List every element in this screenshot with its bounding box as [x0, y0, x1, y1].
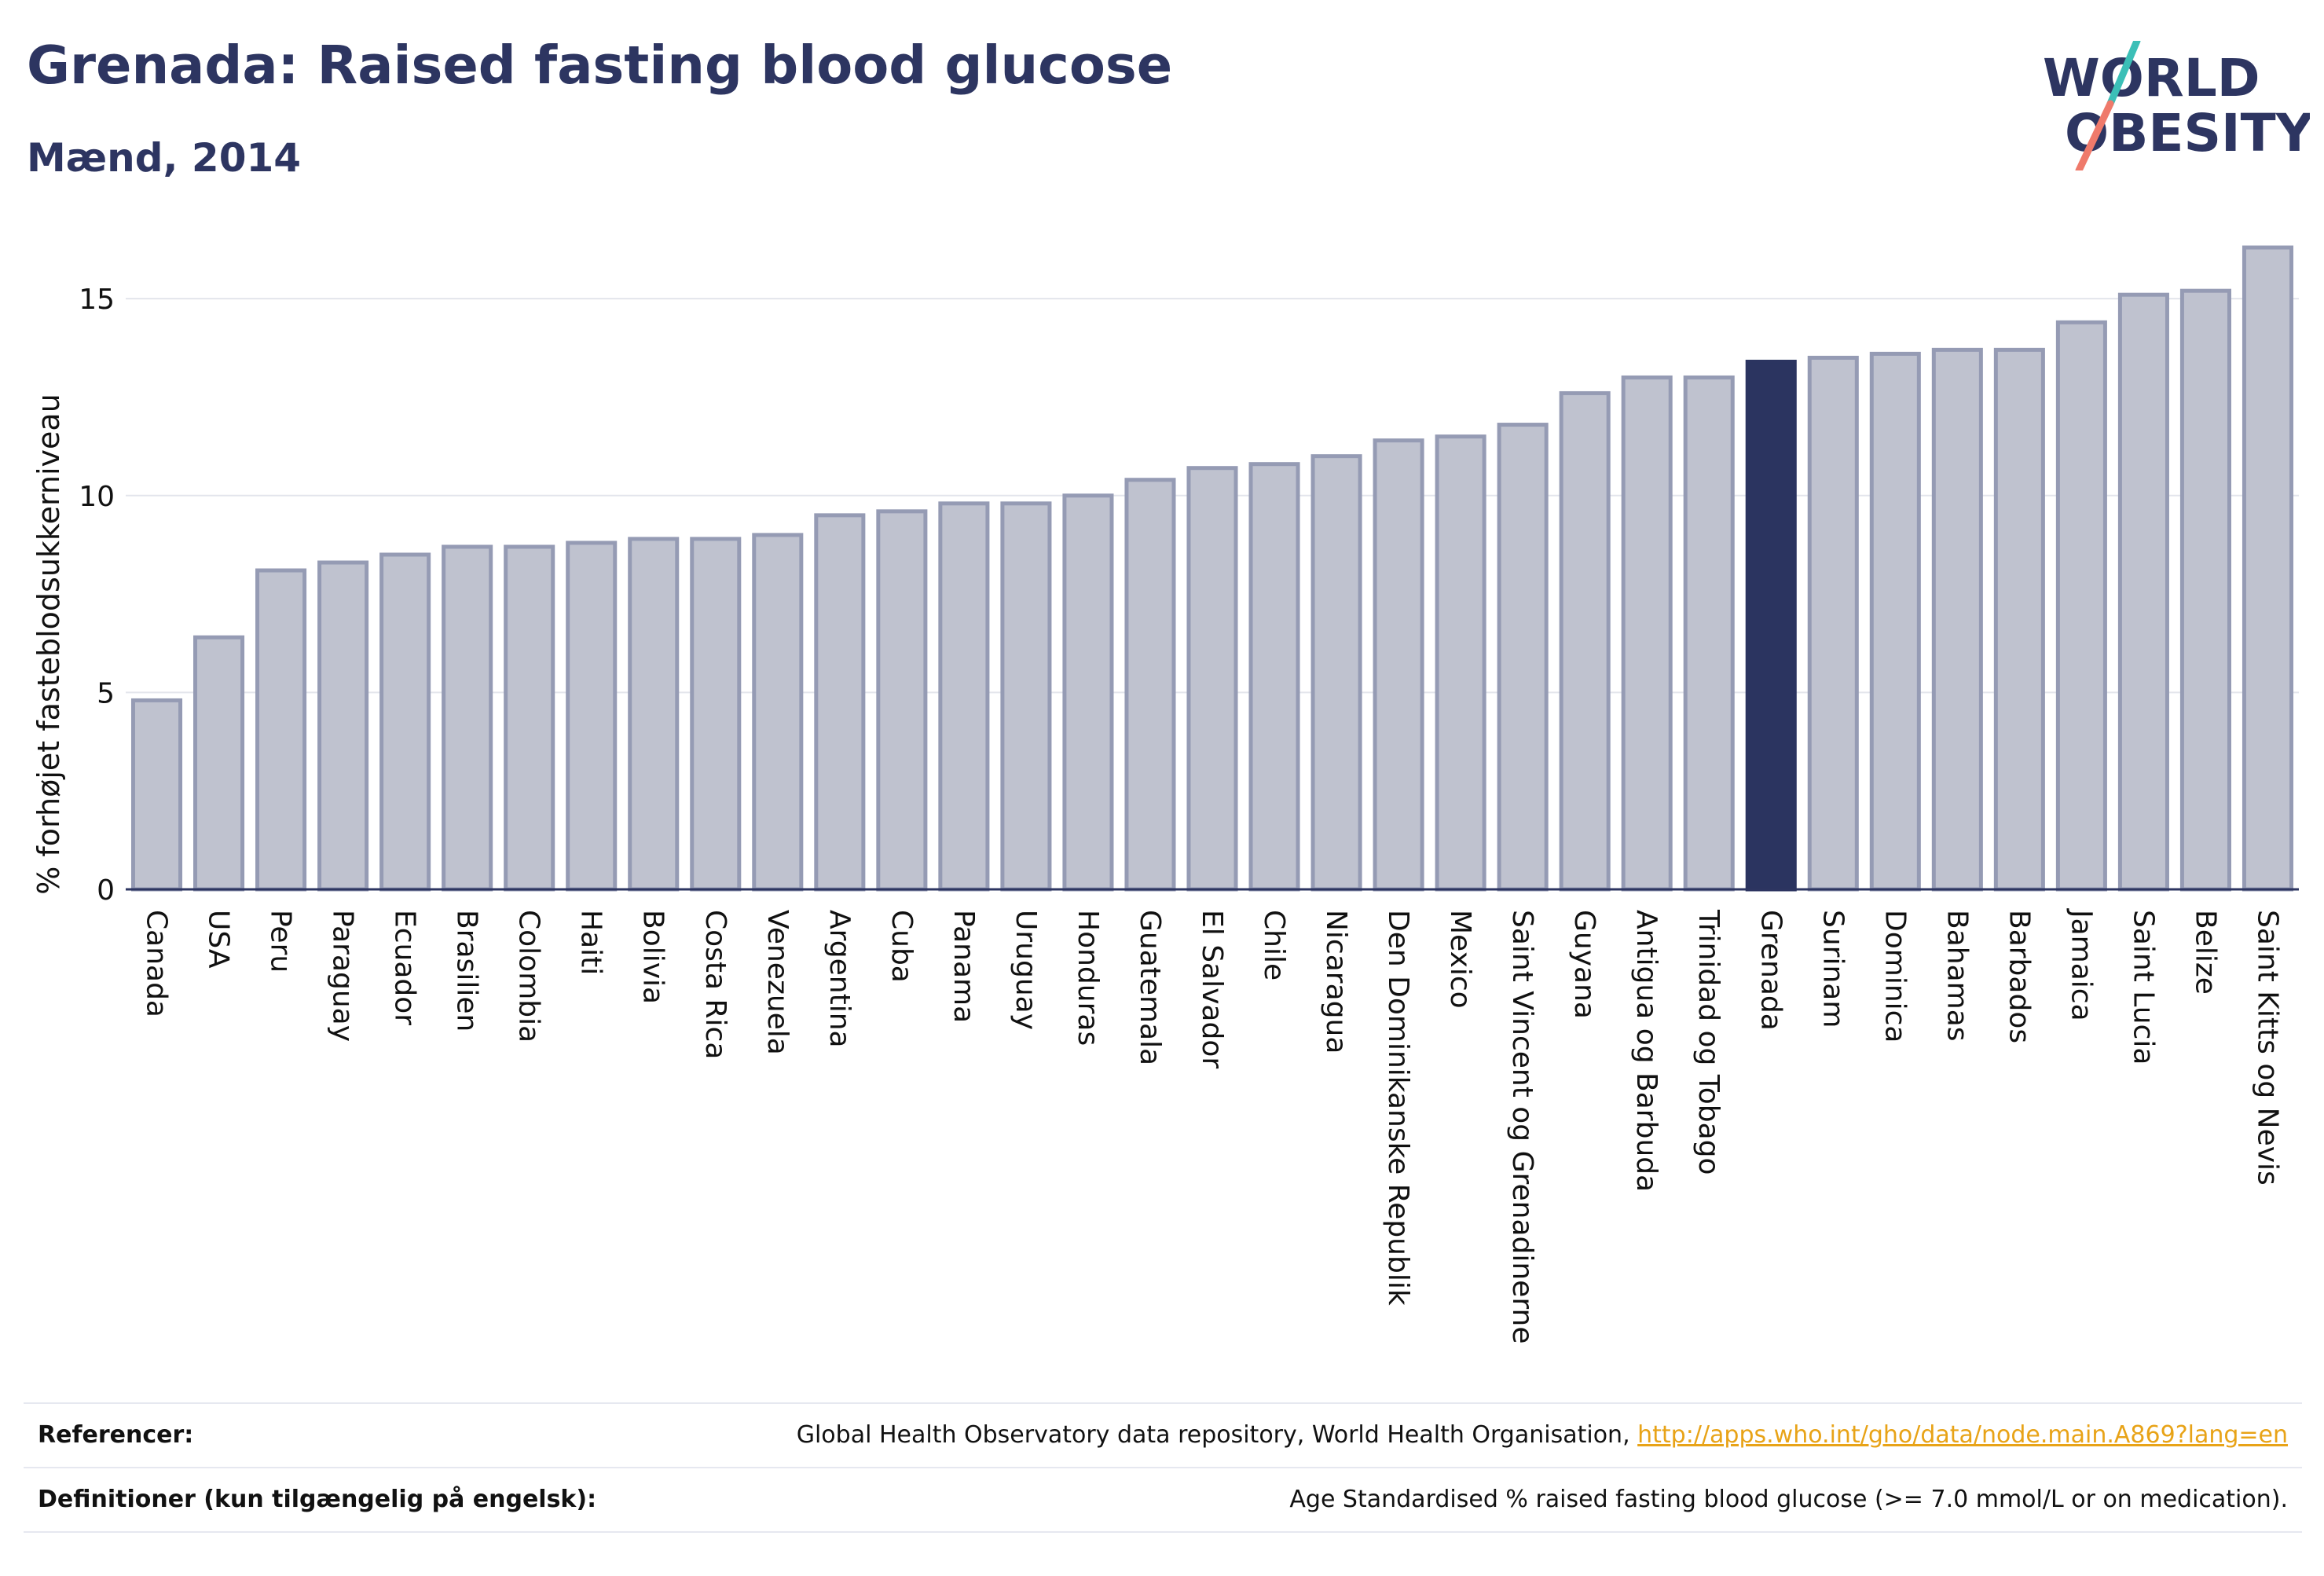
- bar-chart: 0 5 10 15 Canada USA Peru Paraguay Ecuador Brasil…: [31, 245, 2299, 1343]
- x-tick-label: Grenada: [1754, 910, 1787, 1031]
- bar-bolivia: [628, 537, 680, 892]
- logo-slash-teal: [2106, 41, 2141, 108]
- logo-text-world: WORLD: [2043, 48, 2260, 108]
- definitions-value: Age Standardised % raised fasting blood …: [1289, 1486, 2288, 1513]
- x-tick-label: Bolivia: [637, 910, 669, 1004]
- bar-barbados: [1993, 347, 2045, 892]
- bars: [130, 245, 2294, 892]
- bar-saint-vincent-og-grenadinerne: [1497, 423, 1549, 892]
- bar-usa: [193, 635, 245, 892]
- x-tick-label: Guatemala: [1134, 910, 1166, 1065]
- x-tick-label: Jamaica: [2065, 908, 2097, 1021]
- chart-title: Grenada: Raised fasting blood glucose: [27, 35, 1173, 96]
- x-tick-label: Saint Lucia: [2127, 910, 2159, 1065]
- x-tick-label: Antigua og Barbuda: [1630, 910, 1662, 1192]
- x-tick-label: Nicaragua: [1320, 910, 1352, 1054]
- bar-guyana: [1559, 390, 1611, 892]
- bar-haiti: [566, 541, 618, 892]
- bar-trinidad-og-tobago: [1683, 375, 1735, 892]
- bar-grenada: [1745, 359, 1797, 892]
- x-tick-label: Trinidad og Tobago: [1692, 909, 1725, 1175]
- bar-el-salvador: [1186, 466, 1238, 892]
- x-tick-label: Uruguay: [1010, 910, 1042, 1030]
- bar-peru: [255, 568, 307, 892]
- bar-honduras: [1062, 493, 1114, 892]
- bar-chile: [1248, 462, 1300, 892]
- x-tick-label: Peru: [265, 910, 297, 973]
- bar-paraguay: [317, 560, 369, 892]
- x-tick-label: Haiti: [575, 910, 607, 975]
- x-tick-label: Ecuador: [389, 910, 421, 1025]
- x-tick-label: Belize: [2189, 910, 2221, 995]
- x-tick-label: Dominica: [1879, 910, 1911, 1043]
- x-tick-label: Canada: [141, 910, 173, 1017]
- x-tick-label: Barbados: [2003, 910, 2035, 1043]
- logo-slash-coral: [2075, 100, 2114, 170]
- references-text: Global Health Observatory data repositor…: [796, 1421, 1638, 1449]
- references-link[interactable]: http://apps.who.int/gho/data/node.main.A…: [1637, 1421, 2288, 1449]
- x-tick-label: Honduras: [1072, 910, 1104, 1046]
- x-tick-label: Cuba: [885, 910, 918, 983]
- x-tick-label: El Salvador: [1196, 910, 1228, 1068]
- bar-mexico: [1435, 434, 1486, 892]
- bar-surinam: [1807, 355, 1859, 892]
- bar-ecuador: [379, 552, 431, 892]
- references-value: Global Health Observatory data repositor…: [797, 1421, 2288, 1449]
- x-tick-label: Bahamas: [1941, 910, 1973, 1042]
- x-tick-label: Paraguay: [327, 910, 359, 1042]
- chart-subtitle: Mænd, 2014: [27, 135, 302, 181]
- x-tick-label: Costa Rica: [699, 910, 731, 1059]
- x-tick-label: Colombia: [513, 910, 545, 1043]
- x-tick-label: Mexico: [1444, 910, 1476, 1009]
- x-tick-label: Chile: [1258, 910, 1290, 980]
- definitions-row: Definitioner (kun tilgængelig på engelsk…: [24, 1467, 2302, 1533]
- bar-jamaica: [2055, 320, 2107, 892]
- bar-uruguay: [1000, 501, 1052, 892]
- y-tick-label: 15: [79, 284, 115, 316]
- definitions-label: Definitioner (kun tilgængelig på engelsk…: [38, 1486, 597, 1513]
- world-obesity-logo: WORLD OBESITY: [2043, 41, 2310, 170]
- x-tick-label: Den Dominikanske Republik: [1382, 910, 1414, 1306]
- x-tick-label: Guyana: [1568, 910, 1600, 1019]
- y-tick-label: 10: [79, 481, 115, 513]
- y-tick-label: 0: [97, 874, 115, 907]
- x-tick-label: USA: [203, 910, 235, 969]
- bar-den-dominikanske-republik: [1373, 438, 1424, 892]
- x-tick-label: Brasilien: [451, 910, 483, 1032]
- axes: 0 5 10 15 Canada USA Peru Paraguay Ecuador Brasil…: [79, 284, 2299, 1343]
- bar-antigua-og-barbuda: [1621, 375, 1673, 892]
- references-label: Referencer:: [38, 1421, 194, 1449]
- bar-cuba: [876, 509, 928, 892]
- x-tick-label: Saint Vincent og Grenadinerne: [1506, 910, 1538, 1343]
- bar-argentina: [814, 513, 866, 892]
- bar-colombia: [504, 544, 555, 892]
- bar-belize: [2179, 288, 2231, 892]
- bar-guatemala: [1124, 478, 1176, 892]
- y-tick-label: 5: [97, 677, 115, 709]
- x-tick-label: Surinam: [1816, 910, 1849, 1028]
- bar-bahamas: [1931, 347, 1983, 892]
- x-tick-label: Venezuela: [761, 910, 794, 1055]
- bar-dominica: [1869, 351, 1921, 892]
- bar-saint-kitts-og-nevis: [2242, 245, 2294, 892]
- bar-panama: [938, 501, 990, 892]
- x-tick-label: Saint Kitts og Nevis: [2251, 910, 2283, 1186]
- bar-brasilien: [442, 544, 493, 892]
- y-axis-label: % forhøjet fasteblodsukkerniveau: [31, 394, 66, 895]
- references-row: Referencer: Global Health Observatory da…: [24, 1402, 2302, 1467]
- x-tick-label: Argentina: [823, 910, 856, 1048]
- bar-venezuela: [752, 533, 804, 892]
- x-tick-label: Panama: [948, 910, 980, 1023]
- bar-nicaragua: [1310, 454, 1362, 892]
- references-table: Referencer: Global Health Observatory da…: [24, 1402, 2302, 1533]
- bar-saint-lucia: [2117, 292, 2169, 892]
- bar-costa-rica: [690, 537, 742, 892]
- bar-canada: [130, 698, 183, 892]
